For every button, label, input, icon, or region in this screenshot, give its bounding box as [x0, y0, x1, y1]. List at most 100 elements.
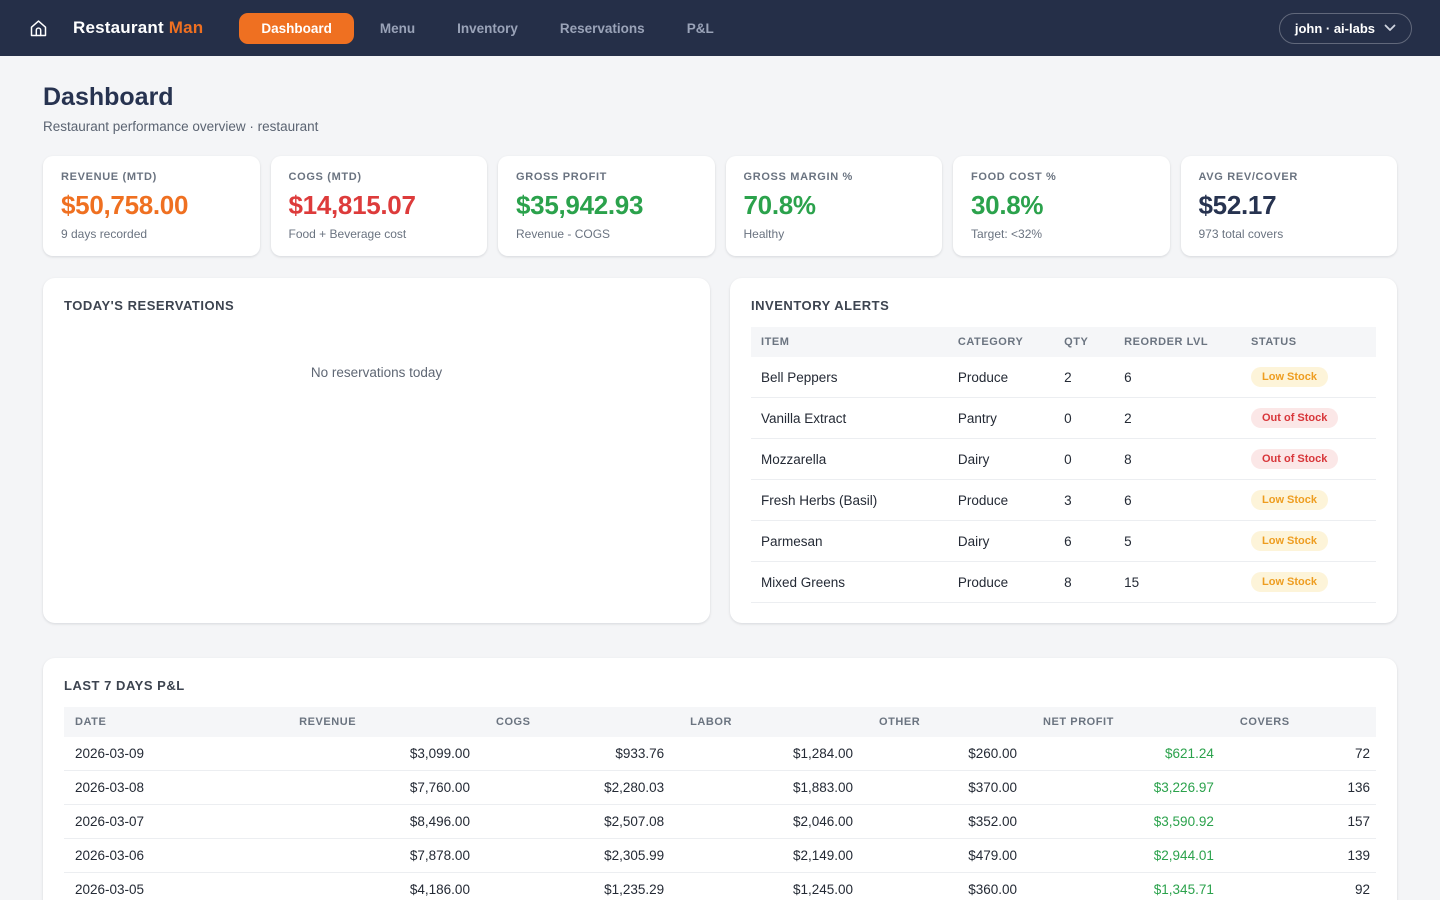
category-cell: Dairy	[947, 520, 1055, 562]
pnl-table: DATE REVENUE COGS LABOR OTHER NET PROFIT…	[64, 707, 1376, 900]
table-row: Parmesan Dairy 6 5 Low Stock	[751, 520, 1376, 562]
covers-cell: 92	[1219, 872, 1376, 900]
labor-cell: $1,883.00	[670, 770, 860, 805]
date-cell: 2026-03-07	[64, 804, 280, 839]
status-cell: Low Stock	[1241, 479, 1376, 521]
date-cell: 2026-03-09	[64, 737, 280, 771]
table-row: Bell Peppers Produce 2 6 Low Stock	[751, 357, 1376, 398]
nav-item-inventory[interactable]: Inventory	[457, 20, 518, 36]
inventory-alerts-table: ITEM CATEGORY QTY REORDER LVL STATUS Bel…	[751, 327, 1376, 603]
status-cell: Out of Stock	[1241, 397, 1376, 439]
category-cell: Produce	[947, 561, 1055, 603]
status-badge: Low Stock	[1251, 572, 1329, 592]
user-menu-label: john · ai-labs	[1294, 20, 1375, 36]
net-profit-cell: $1,345.71	[1023, 872, 1220, 900]
kpi-cards-row: REVENUE (MTD) $50,758.00 9 days recorded…	[43, 156, 1397, 256]
qty-cell: 6	[1054, 520, 1115, 562]
date-cell: 2026-03-08	[64, 770, 280, 805]
labor-cell: $1,284.00	[670, 737, 860, 771]
column-header-covers: COVERS	[1219, 707, 1376, 737]
covers-cell: 139	[1219, 838, 1376, 873]
table-row: 2026-03-08 $7,760.00 $2,280.03 $1,883.00…	[64, 770, 1376, 805]
category-cell: Dairy	[947, 438, 1055, 480]
revenue-cell: $8,496.00	[279, 804, 476, 839]
home-icon[interactable]	[28, 18, 49, 39]
kpi-value: $14,815.07	[288, 190, 416, 220]
cogs-cell: $2,305.99	[475, 838, 671, 873]
other-cell: $360.00	[859, 872, 1024, 900]
item-cell: Vanilla Extract	[751, 397, 948, 439]
nav-item-menu[interactable]: Menu	[379, 20, 416, 36]
table-row: 2026-03-06 $7,878.00 $2,305.99 $2,149.00…	[64, 838, 1376, 873]
date-cell: 2026-03-05	[64, 872, 280, 900]
nav-item-pnl[interactable]: P&L	[686, 20, 714, 36]
category-cell: Produce	[947, 357, 1055, 398]
reorder-cell: 15	[1114, 561, 1241, 603]
todays-reservations-panel: TODAY'S RESERVATIONS No reservations tod…	[43, 278, 710, 623]
labor-cell: $2,046.00	[670, 804, 860, 839]
item-cell: Mozzarella	[751, 438, 948, 480]
reservations-panel-title: TODAY'S RESERVATIONS	[64, 298, 235, 313]
table-row: Vanilla Extract Pantry 0 2 Out of Stock	[751, 397, 1376, 439]
user-menu-button[interactable]: john · ai-labs	[1278, 12, 1412, 44]
category-cell: Pantry	[947, 397, 1055, 439]
brand-accent: Man	[168, 18, 204, 37]
qty-cell: 8	[1054, 561, 1115, 603]
other-cell: $370.00	[859, 770, 1024, 805]
status-badge: Low Stock	[1251, 367, 1329, 387]
qty-cell: 0	[1054, 397, 1115, 439]
status-cell: Low Stock	[1241, 520, 1376, 562]
column-header-qty: QTY	[1054, 327, 1115, 357]
kpi-subtext: Revenue - COGS	[516, 227, 611, 241]
cogs-cell: $2,507.08	[475, 804, 671, 839]
kpi-value: $52.17	[1198, 190, 1277, 220]
item-cell: Bell Peppers	[751, 357, 948, 398]
item-cell: Parmesan	[751, 520, 948, 562]
top-navbar: Restaurant Man Dashboard Menu Inventory …	[0, 0, 1440, 56]
column-header-status: STATUS	[1241, 327, 1376, 357]
page-subtitle: Restaurant performance overview · restau…	[43, 119, 319, 134]
revenue-cell: $7,760.00	[279, 770, 476, 805]
kpi-value: 70.8%	[743, 190, 817, 220]
last-7-days-pnl-panel: LAST 7 DAYS P&L DATE REVENUE COGS LABOR …	[43, 658, 1397, 900]
chevron-down-icon	[1384, 24, 1396, 32]
kpi-value: 30.8%	[971, 190, 1044, 220]
status-badge: Out of Stock	[1251, 408, 1339, 428]
inventory-header-row: ITEM CATEGORY QTY REORDER LVL STATUS	[751, 327, 1376, 357]
nav-item-dashboard[interactable]: Dashboard	[239, 12, 354, 44]
table-row: 2026-03-07 $8,496.00 $2,507.08 $2,046.00…	[64, 804, 1376, 839]
table-row: Mozzarella Dairy 0 8 Out of Stock	[751, 438, 1376, 480]
table-row: Mixed Greens Produce 8 15 Low Stock	[751, 561, 1376, 603]
kpi-label: REVENUE (MTD)	[61, 171, 157, 183]
reorder-cell: 6	[1114, 357, 1241, 398]
column-header-reorder-lvl: REORDER LVL	[1114, 327, 1241, 357]
kpi-card-gross-margin: GROSS MARGIN % 70.8% Healthy	[725, 156, 942, 256]
reorder-cell: 8	[1114, 438, 1241, 480]
status-badge: Low Stock	[1251, 490, 1329, 510]
status-cell: Low Stock	[1241, 357, 1376, 398]
column-header-item: ITEM	[751, 327, 948, 357]
cogs-cell: $2,280.03	[475, 770, 671, 805]
column-header-other: OTHER	[859, 707, 1024, 737]
status-badge: Low Stock	[1251, 531, 1329, 551]
reorder-cell: 2	[1114, 397, 1241, 439]
brand-logo[interactable]: Restaurant Man	[73, 18, 203, 38]
kpi-label: GROSS PROFIT	[516, 171, 608, 183]
kpi-label: AVG REV/COVER	[1198, 171, 1298, 183]
other-cell: $479.00	[859, 838, 1024, 873]
category-cell: Produce	[947, 479, 1055, 521]
covers-cell: 136	[1219, 770, 1376, 805]
kpi-card-cogs: COGS (MTD) $14,815.07 Food + Beverage co…	[270, 156, 487, 256]
column-header-category: CATEGORY	[947, 327, 1055, 357]
item-cell: Fresh Herbs (Basil)	[751, 479, 948, 521]
status-cell: Out of Stock	[1241, 438, 1376, 480]
labor-cell: $1,245.00	[670, 872, 860, 900]
net-profit-cell: $3,226.97	[1023, 770, 1220, 805]
nav-item-reservations[interactable]: Reservations	[559, 20, 645, 36]
kpi-value: $35,942.93	[516, 190, 644, 220]
column-header-date: DATE	[64, 707, 280, 737]
pnl-panel-title: LAST 7 DAYS P&L	[64, 678, 185, 693]
column-header-cogs: COGS	[475, 707, 671, 737]
inventory-alerts-panel: INVENTORY ALERTS ITEM CATEGORY QTY REORD…	[730, 278, 1397, 623]
pnl-header-row: DATE REVENUE COGS LABOR OTHER NET PROFIT…	[64, 707, 1376, 737]
